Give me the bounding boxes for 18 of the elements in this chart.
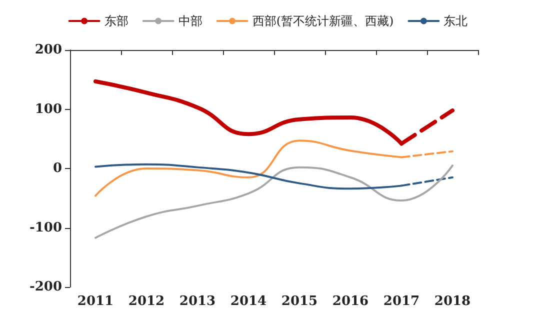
x-tick-label: 2011 <box>77 294 114 309</box>
line-series <box>94 164 454 239</box>
y-tick-label: -100 <box>29 220 62 236</box>
y-tick-label: 200 <box>34 42 62 58</box>
x-tick-label: 2016 <box>332 294 369 309</box>
legend-label: 西部(暂不统计新疆、西藏) <box>252 14 394 28</box>
x-tick-label: 2018 <box>434 294 471 309</box>
x-tick-label: 2013 <box>179 294 216 309</box>
y-tick-label: -200 <box>29 280 62 294</box>
x-tick-label: 2015 <box>281 294 318 309</box>
x-tick-label: 2014 <box>230 294 267 309</box>
y-tick-label: 100 <box>34 102 62 117</box>
legend-label: 东部 <box>104 14 128 28</box>
x-tick-label: 2017 <box>383 294 420 309</box>
y-tick-label: 0 <box>52 161 62 176</box>
legend-label: 中部 <box>178 14 202 28</box>
legend-label: 东北 <box>444 14 468 28</box>
x-tick-label: 2012 <box>128 294 165 309</box>
